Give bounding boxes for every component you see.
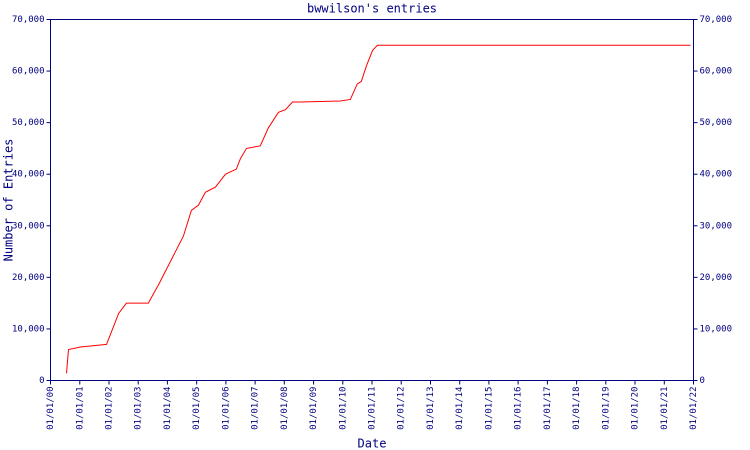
x-tick-label: 01/01/08 bbox=[280, 387, 290, 430]
x-tick-label: 01/01/15 bbox=[484, 387, 494, 430]
y2-tick-label: 0 bbox=[700, 376, 705, 386]
y-tick-label: 0 bbox=[39, 376, 44, 386]
x-tick-label: 01/01/01 bbox=[75, 387, 85, 430]
x-tick-label: 01/01/14 bbox=[455, 387, 465, 430]
x-tick-label: 01/01/12 bbox=[397, 387, 407, 430]
y-tick-label: 40,000 bbox=[12, 170, 45, 180]
x-tick-label: 01/01/21 bbox=[660, 387, 670, 430]
x-tick-label: 01/01/06 bbox=[221, 387, 231, 430]
y-tick-label: 70,000 bbox=[12, 15, 45, 25]
y-tick-label: 50,000 bbox=[12, 118, 45, 128]
y2-tick-label: 20,000 bbox=[700, 273, 733, 283]
y-tick-label: 20,000 bbox=[12, 273, 45, 283]
x-tick-label: 01/01/16 bbox=[514, 387, 524, 430]
x-tick-label: 01/01/11 bbox=[368, 387, 378, 430]
y2-tick-label: 10,000 bbox=[700, 324, 733, 334]
x-tick-label: 01/01/07 bbox=[251, 387, 261, 430]
x-tick-label: 01/01/20 bbox=[631, 387, 641, 430]
y-tick-label: 10,000 bbox=[12, 324, 45, 334]
x-tick-label: 01/01/09 bbox=[309, 387, 319, 430]
y2-tick-label: 70,000 bbox=[700, 15, 733, 25]
x-tick-label: 01/01/00 bbox=[46, 387, 56, 430]
x-tick-label: 01/01/04 bbox=[163, 387, 173, 430]
x-tick-label: 01/01/22 bbox=[689, 387, 699, 430]
plot-frame bbox=[50, 19, 694, 381]
x-tick-label: 01/01/03 bbox=[134, 387, 144, 430]
x-tick-label: 01/01/18 bbox=[572, 387, 582, 430]
y-tick-label: 60,000 bbox=[12, 67, 45, 77]
y-tick-label: 30,000 bbox=[12, 221, 45, 231]
x-tick-label: 01/01/05 bbox=[192, 387, 202, 430]
x-tick-label: 01/01/17 bbox=[543, 387, 553, 430]
x-tick-label: 01/01/10 bbox=[338, 387, 348, 430]
x-tick-label: 01/01/02 bbox=[104, 387, 114, 430]
y2-tick-label: 50,000 bbox=[700, 118, 733, 128]
y-axis-label: Number of Entries bbox=[2, 139, 16, 262]
x-tick-label: 01/01/19 bbox=[601, 387, 611, 430]
y2-tick-label: 60,000 bbox=[700, 67, 733, 77]
y2-tick-label: 40,000 bbox=[700, 170, 733, 180]
data-line bbox=[66, 44, 691, 374]
chart-title: bwwilson's entries bbox=[307, 2, 437, 16]
x-axis-label: Date bbox=[358, 437, 387, 450]
x-tick-label: 01/01/13 bbox=[426, 387, 436, 430]
y2-tick-label: 30,000 bbox=[700, 221, 733, 231]
